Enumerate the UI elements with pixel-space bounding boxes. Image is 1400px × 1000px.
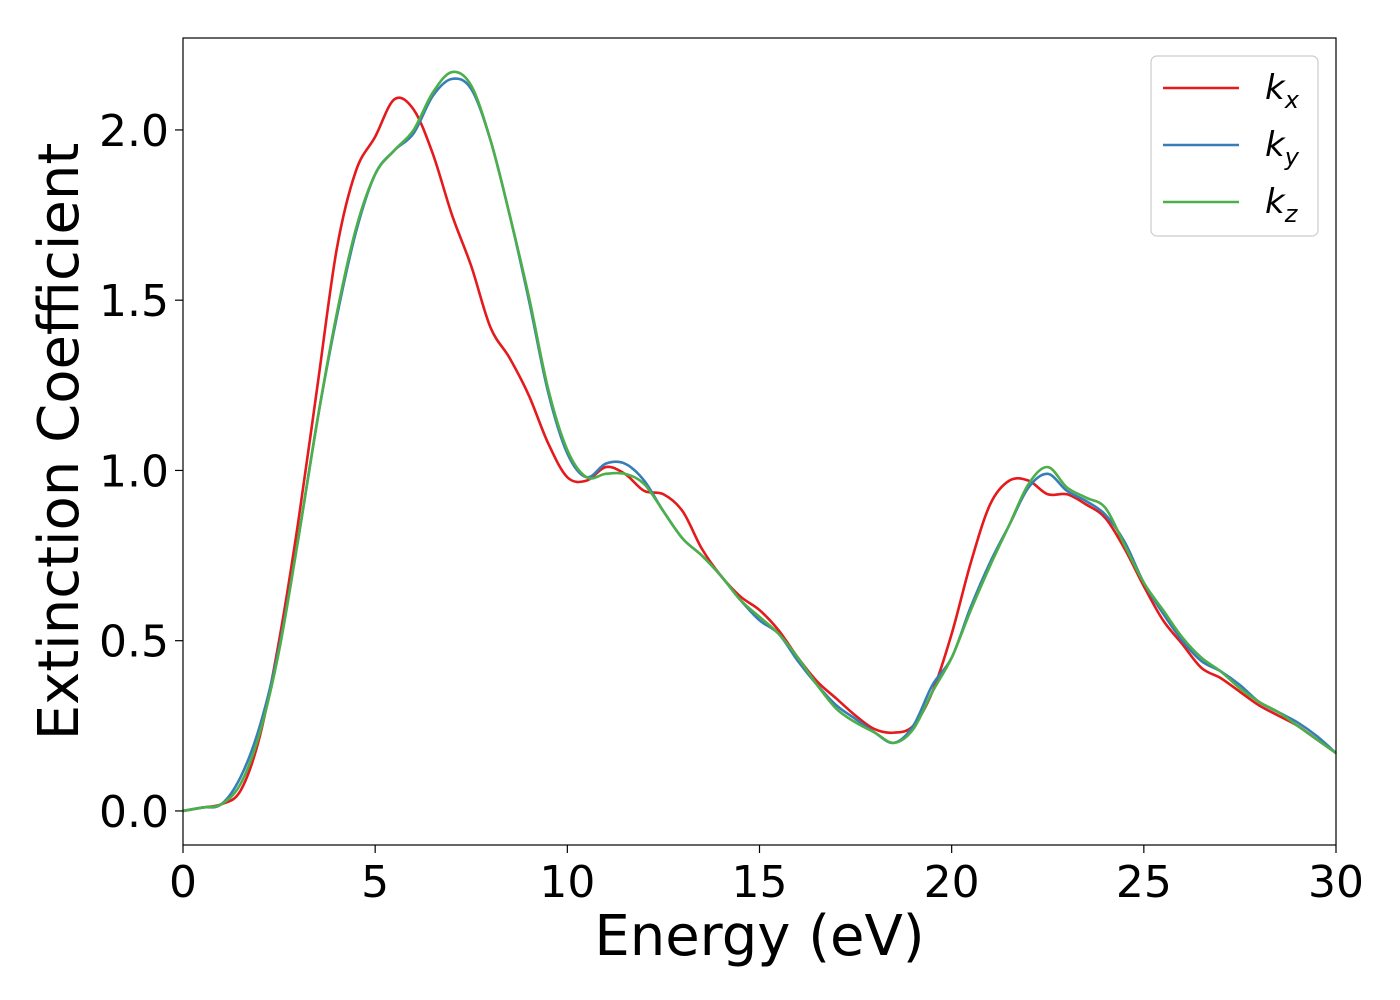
x-axis-ticks: 0 5 10 15 20 25 30 [169,845,1364,908]
legend-label-main: k [1265,125,1286,165]
series-line-k-x [182,96,1337,813]
y-tick-label: 0.5 [99,617,169,668]
y-tick-label: 2.0 [99,106,169,157]
y-tick-label: 1.0 [99,446,169,497]
legend-label-main: k [1265,182,1286,222]
legend-label-main: k [1265,68,1286,108]
series-lines [182,70,1337,813]
y-tick-label: 0.0 [99,787,169,838]
x-axis-label: Energy (eV) [594,904,924,969]
legend-label-k-y: ky [1265,125,1300,171]
x-tick-label: 0 [169,857,197,908]
x-tick-label: 25 [1116,857,1172,908]
legend-label-sub: x [1284,86,1300,114]
legend-label-sub: y [1284,143,1300,171]
series-line-k-z [182,70,1337,813]
x-tick-label: 10 [539,857,595,908]
legend-label-k-x: kx [1265,68,1300,114]
legend-label-k-z: kz [1265,182,1299,228]
y-axis-label: Extinction Coefficient [27,143,92,741]
x-tick-label: 20 [924,857,980,908]
legend-label-sub: z [1284,200,1299,228]
y-axis-ticks: 0.0 0.5 1.0 1.5 2.0 [99,106,183,838]
x-tick-label: 15 [732,857,788,908]
x-tick-label: 5 [361,857,389,908]
y-tick-label: 1.5 [99,276,169,327]
x-tick-label: 30 [1308,857,1364,908]
